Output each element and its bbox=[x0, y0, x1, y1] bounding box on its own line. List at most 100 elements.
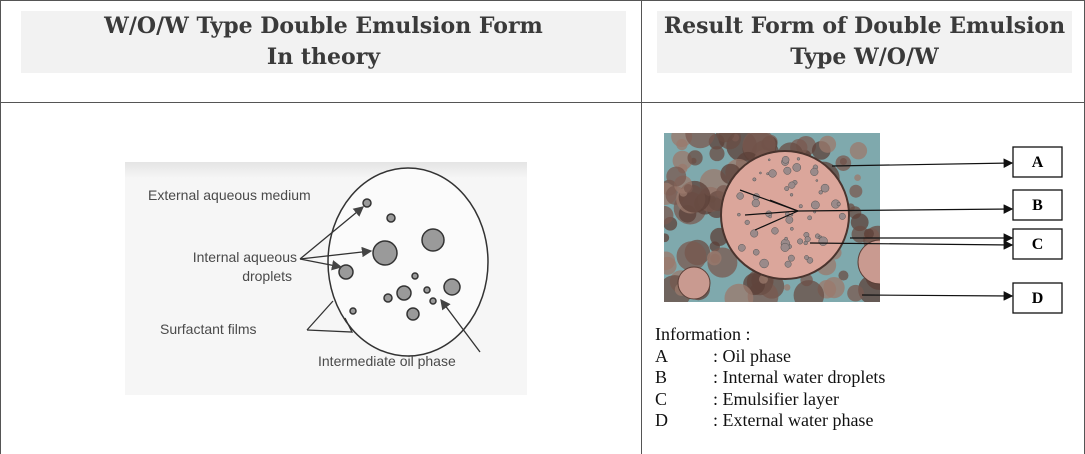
texture-blob bbox=[835, 155, 852, 171]
marker-box bbox=[1012, 228, 1063, 260]
inner-droplet bbox=[784, 260, 792, 268]
information-text: : External water phase bbox=[713, 410, 874, 430]
inner-droplet bbox=[788, 181, 796, 189]
information-text: : Emulsifier layer bbox=[713, 388, 839, 409]
inner-droplet bbox=[803, 240, 808, 246]
header-line: Result Form of Double Emulsion bbox=[663, 13, 1066, 39]
diagram-label: droplets bbox=[242, 268, 292, 284]
inner-droplet bbox=[815, 179, 819, 182]
texture-blob bbox=[849, 184, 863, 198]
diagram-label: Surfactant films bbox=[160, 321, 256, 337]
inner-droplet bbox=[790, 226, 794, 231]
texture-blob bbox=[666, 166, 687, 187]
diagram-band bbox=[125, 162, 527, 178]
information-rows: A : Oil phase B : Internal water droplets C:… bbox=[655, 346, 1075, 432]
inner-droplet bbox=[792, 163, 802, 172]
marker-label: B bbox=[1032, 197, 1043, 214]
marker-box bbox=[1012, 189, 1063, 221]
texture-blob bbox=[793, 280, 825, 302]
inner-droplet bbox=[752, 248, 760, 256]
texture-blob bbox=[709, 146, 725, 162]
inner-droplet bbox=[817, 236, 821, 239]
inner-droplet bbox=[789, 193, 794, 197]
inner-droplet bbox=[780, 242, 790, 252]
inner-droplet bbox=[738, 244, 746, 252]
leader-lines bbox=[299, 206, 481, 353]
information-text: : Internal water droplets bbox=[713, 367, 886, 387]
texture-blob bbox=[838, 270, 849, 281]
texture-blob bbox=[783, 284, 791, 291]
information-row: B : Internal water droplets bbox=[655, 367, 1075, 389]
droplets bbox=[338, 198, 461, 321]
diagram-label: Intermediate oil phase bbox=[318, 353, 456, 369]
inner-droplet bbox=[785, 216, 794, 224]
inner-droplet bbox=[810, 167, 819, 176]
inner-droplet bbox=[767, 158, 771, 162]
inner-droplet bbox=[759, 171, 762, 175]
texture-blob bbox=[707, 250, 722, 266]
oil-globule bbox=[327, 167, 489, 357]
inner-droplet bbox=[836, 202, 841, 207]
texture-blob bbox=[708, 195, 716, 203]
main-globule bbox=[720, 150, 850, 280]
texture-blob bbox=[685, 133, 715, 149]
texture-blob bbox=[724, 283, 754, 302]
column-divider bbox=[641, 1, 642, 454]
inner-droplet bbox=[768, 214, 772, 219]
inner-droplet bbox=[736, 192, 744, 200]
texture-blob bbox=[847, 284, 864, 302]
information-text: : Oil phase bbox=[713, 345, 791, 366]
texture-blob bbox=[672, 150, 693, 171]
information-key: A bbox=[655, 345, 668, 366]
marker-arrows bbox=[739, 158, 1014, 301]
texture-blob bbox=[850, 213, 869, 232]
inner-droplet bbox=[759, 258, 769, 269]
texture-blob bbox=[664, 205, 674, 225]
marker-box bbox=[1012, 282, 1063, 314]
texture-blob bbox=[664, 233, 670, 243]
marker-boxes: A B C D bbox=[1012, 146, 1063, 314]
header-line: In theory bbox=[266, 44, 381, 70]
inner-droplet bbox=[806, 257, 814, 264]
information-key: C bbox=[655, 388, 668, 409]
texture-blob bbox=[676, 241, 707, 272]
inner-droplet bbox=[820, 183, 830, 193]
inner-droplet bbox=[796, 157, 801, 161]
information-key: D bbox=[655, 410, 668, 430]
header-line: Type W/O/W bbox=[790, 44, 939, 70]
inner-droplet bbox=[751, 199, 760, 208]
header-cell: Result Form of Double Emulsion Type W/O/… bbox=[657, 11, 1072, 73]
texture-blob bbox=[664, 256, 677, 275]
inner-droplet bbox=[766, 172, 770, 176]
small-globule bbox=[677, 266, 711, 300]
inner-droplet bbox=[771, 227, 779, 235]
texture-blob bbox=[676, 138, 688, 151]
texture-blob bbox=[683, 184, 693, 193]
information-row: D : External water phase bbox=[655, 410, 1075, 432]
header-line: W/O/W Type Double Emulsion Form bbox=[104, 13, 543, 39]
header-divider bbox=[1, 102, 1084, 103]
diagram-label: Internal aqueous bbox=[193, 249, 297, 265]
inner-droplet bbox=[818, 190, 823, 195]
inner-droplet bbox=[752, 177, 757, 182]
information-key: B bbox=[655, 367, 668, 387]
texture-blob bbox=[854, 174, 861, 182]
inner-droplet bbox=[784, 236, 788, 241]
inner-droplet bbox=[838, 212, 846, 220]
header-cell: W/O/W Type Double Emulsion Form In theor… bbox=[21, 11, 626, 73]
information-title: Information : bbox=[655, 324, 751, 344]
marker-label: A bbox=[1032, 154, 1044, 171]
inner-droplet bbox=[804, 255, 809, 260]
inner-droplet bbox=[781, 156, 790, 164]
inner-droplet bbox=[807, 215, 812, 221]
inner-droplet bbox=[798, 204, 803, 209]
marker-label: D bbox=[1032, 290, 1044, 307]
inner-droplet bbox=[811, 200, 820, 210]
texture-blob bbox=[687, 150, 703, 166]
inner-droplet bbox=[797, 238, 804, 245]
inner-droplet bbox=[787, 254, 795, 262]
inner-droplet bbox=[804, 236, 811, 243]
